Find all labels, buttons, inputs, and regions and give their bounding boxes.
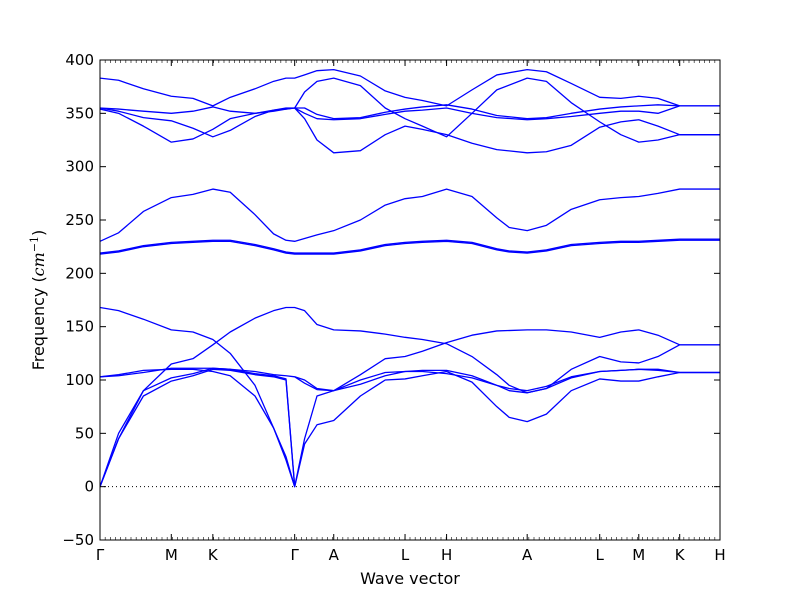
phonon-branch-5 — [100, 306, 296, 487]
y-axis-title-exponent: −1 — [28, 236, 41, 252]
x-tick-label: H — [441, 546, 452, 564]
axes: −50 0 50 100 150 200 250 300 350 400 Γ M K Γ A L H A L M K H — [62, 51, 725, 564]
x-tick-label: A — [329, 546, 340, 564]
phonon-branch-4 — [100, 367, 720, 392]
x-tick-label: L — [596, 546, 605, 564]
phonon-branch-15 — [294, 104, 680, 120]
y-tick-label: 250 — [65, 211, 94, 229]
x-tick-label: Γ — [96, 546, 105, 564]
y-tick-label: 0 — [84, 478, 94, 496]
phonon-branch-2 — [100, 367, 720, 488]
y-tick-label: 200 — [65, 264, 94, 282]
phonon-branch-7 — [294, 329, 680, 392]
phonon-branch-9 — [100, 238, 720, 254]
phonon-branch-11 — [100, 107, 720, 154]
y-axis-title-suffix: ) — [29, 230, 48, 236]
phonon-branch-10 — [100, 188, 720, 242]
x-tick-label: Γ — [291, 546, 300, 564]
y-tick-label: 100 — [65, 371, 94, 389]
phonon-branch-3 — [100, 368, 296, 487]
y-tick-label: 150 — [65, 318, 94, 336]
x-tick-label: M — [165, 546, 178, 564]
x-tick-label: L — [401, 546, 410, 564]
x-tick-label: M — [632, 546, 645, 564]
x-tick-label: H — [714, 546, 725, 564]
y-tick-label: 300 — [65, 158, 94, 176]
x-axis-title: Wave vector — [360, 569, 460, 588]
y-tick-label: 350 — [65, 104, 94, 122]
phonon-branch-8 — [100, 239, 720, 255]
phonon-branch-14 — [100, 68, 720, 107]
x-tick-label: K — [208, 546, 219, 564]
phonon-branch-13 — [100, 77, 720, 143]
phonon-branch-1 — [100, 368, 720, 488]
y-axis-title-prefix: Frequency ( — [29, 276, 48, 370]
plot-frame — [99, 59, 721, 541]
y-axis-title: Frequency (cm−1) — [28, 230, 48, 371]
x-tick-label: A — [522, 546, 533, 564]
y-tick-label: −50 — [62, 531, 94, 549]
y-axis-title-unit: cm — [29, 252, 48, 276]
phonon-branch-12 — [100, 105, 720, 138]
plot-area — [100, 68, 720, 488]
y-tick-label: 50 — [75, 424, 94, 442]
x-tick-label: K — [675, 546, 686, 564]
phonon-branch-6 — [100, 306, 720, 487]
y-tick-label: 400 — [65, 51, 94, 69]
